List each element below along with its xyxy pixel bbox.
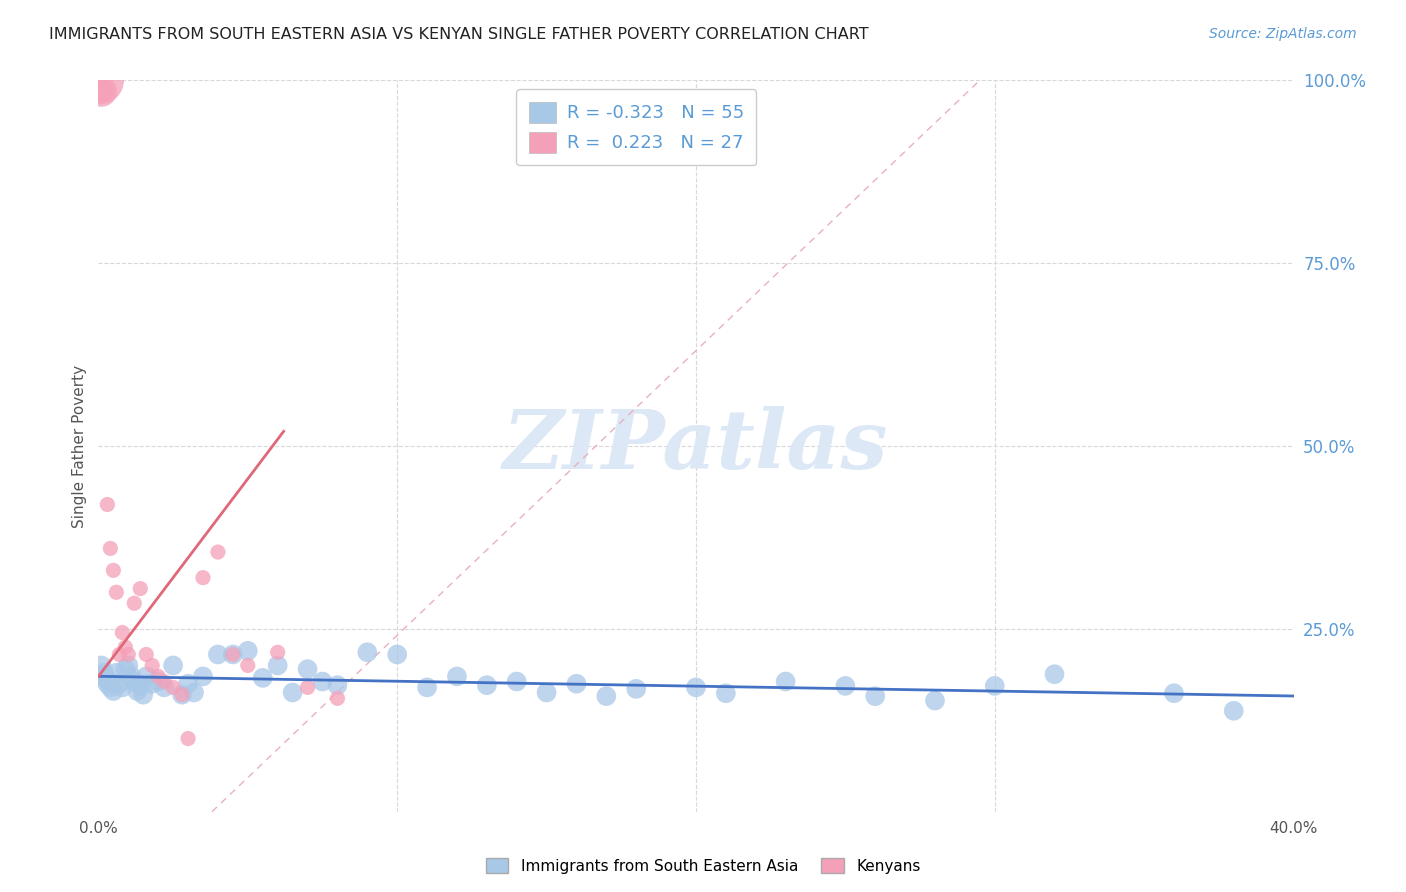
Point (595, 689, 617, 703)
Point (446, 669, 468, 683)
Legend: Immigrants from South Eastern Asia, Kenyans: Immigrants from South Eastern Asia, Keny… (479, 852, 927, 880)
Point (191, 669, 214, 683)
Point (90, 658, 112, 673)
Point (148, 669, 170, 683)
Point (834, 679, 856, 693)
Point (236, 658, 259, 673)
Point (135, 669, 157, 683)
Point (127, 684, 149, 698)
Point (775, 674, 797, 689)
Point (311, 674, 333, 689)
Point (148, 674, 170, 689)
Point (111, 681, 134, 695)
Point (267, 645, 290, 659)
Point (297, 681, 319, 695)
Point (1223, 704, 1246, 718)
Point (222, 648, 245, 662)
Legend: R = -0.323   N = 55, R =  0.223   N = 27: R = -0.323 N = 55, R = 0.223 N = 27 (516, 89, 756, 165)
Point (96, 673, 118, 687)
Point (222, 648, 245, 662)
Point (98, 541, 122, 556)
Point (685, 681, 707, 695)
Point (356, 645, 378, 659)
Point (153, 674, 176, 689)
Point (177, 731, 200, 746)
Point (114, 640, 136, 655)
Point (132, 688, 155, 702)
Point (117, 648, 139, 662)
Point (626, 681, 648, 696)
Y-axis label: Single Father Poverty: Single Father Poverty (72, 365, 87, 527)
Point (141, 658, 163, 673)
Point (172, 688, 194, 702)
Point (124, 674, 146, 689)
Point (120, 669, 142, 683)
Point (114, 662, 136, 676)
Point (714, 686, 737, 700)
Point (326, 678, 349, 692)
Point (90, 669, 112, 683)
Point (984, 679, 1007, 693)
Point (416, 681, 439, 695)
Text: IMMIGRANTS FROM SOUTH EASTERN ASIA VS KENYAN SINGLE FATHER POVERTY CORRELATION C: IMMIGRANTS FROM SOUTH EASTERN ASIA VS KE… (49, 27, 869, 42)
Point (267, 658, 290, 673)
Point (135, 648, 157, 662)
Point (172, 688, 194, 702)
Point (129, 679, 152, 693)
Text: ZIPatlas: ZIPatlas (503, 406, 889, 486)
Point (105, 585, 128, 599)
Point (89, 73, 111, 87)
Point (105, 665, 128, 680)
Point (93, 665, 115, 680)
Point (252, 671, 274, 685)
Point (153, 681, 176, 695)
Point (236, 644, 259, 658)
Point (124, 596, 146, 610)
Point (111, 625, 134, 640)
Point (96, 498, 118, 512)
Point (96, 676, 118, 690)
Point (191, 571, 214, 585)
Point (177, 676, 200, 690)
Point (108, 648, 131, 662)
Point (91, 84, 114, 98)
Point (1163, 686, 1185, 700)
Point (103, 684, 125, 698)
Point (141, 676, 163, 690)
Point (565, 676, 588, 690)
Point (90, 84, 112, 98)
Text: Source: ZipAtlas.com: Source: ZipAtlas.com (1209, 27, 1357, 41)
Point (536, 685, 558, 699)
Point (207, 648, 229, 662)
Point (1043, 667, 1066, 681)
Point (865, 689, 887, 703)
Point (475, 678, 498, 692)
Point (924, 693, 946, 707)
Point (385, 648, 409, 662)
Point (297, 662, 319, 676)
Point (207, 545, 229, 559)
Point (162, 658, 184, 673)
Point (506, 674, 529, 689)
Point (117, 658, 139, 673)
Point (281, 685, 304, 699)
Point (162, 681, 184, 695)
Point (326, 691, 349, 706)
Point (129, 582, 152, 596)
Point (183, 685, 205, 699)
Point (108, 676, 131, 690)
Point (103, 563, 125, 577)
Point (98, 681, 122, 695)
